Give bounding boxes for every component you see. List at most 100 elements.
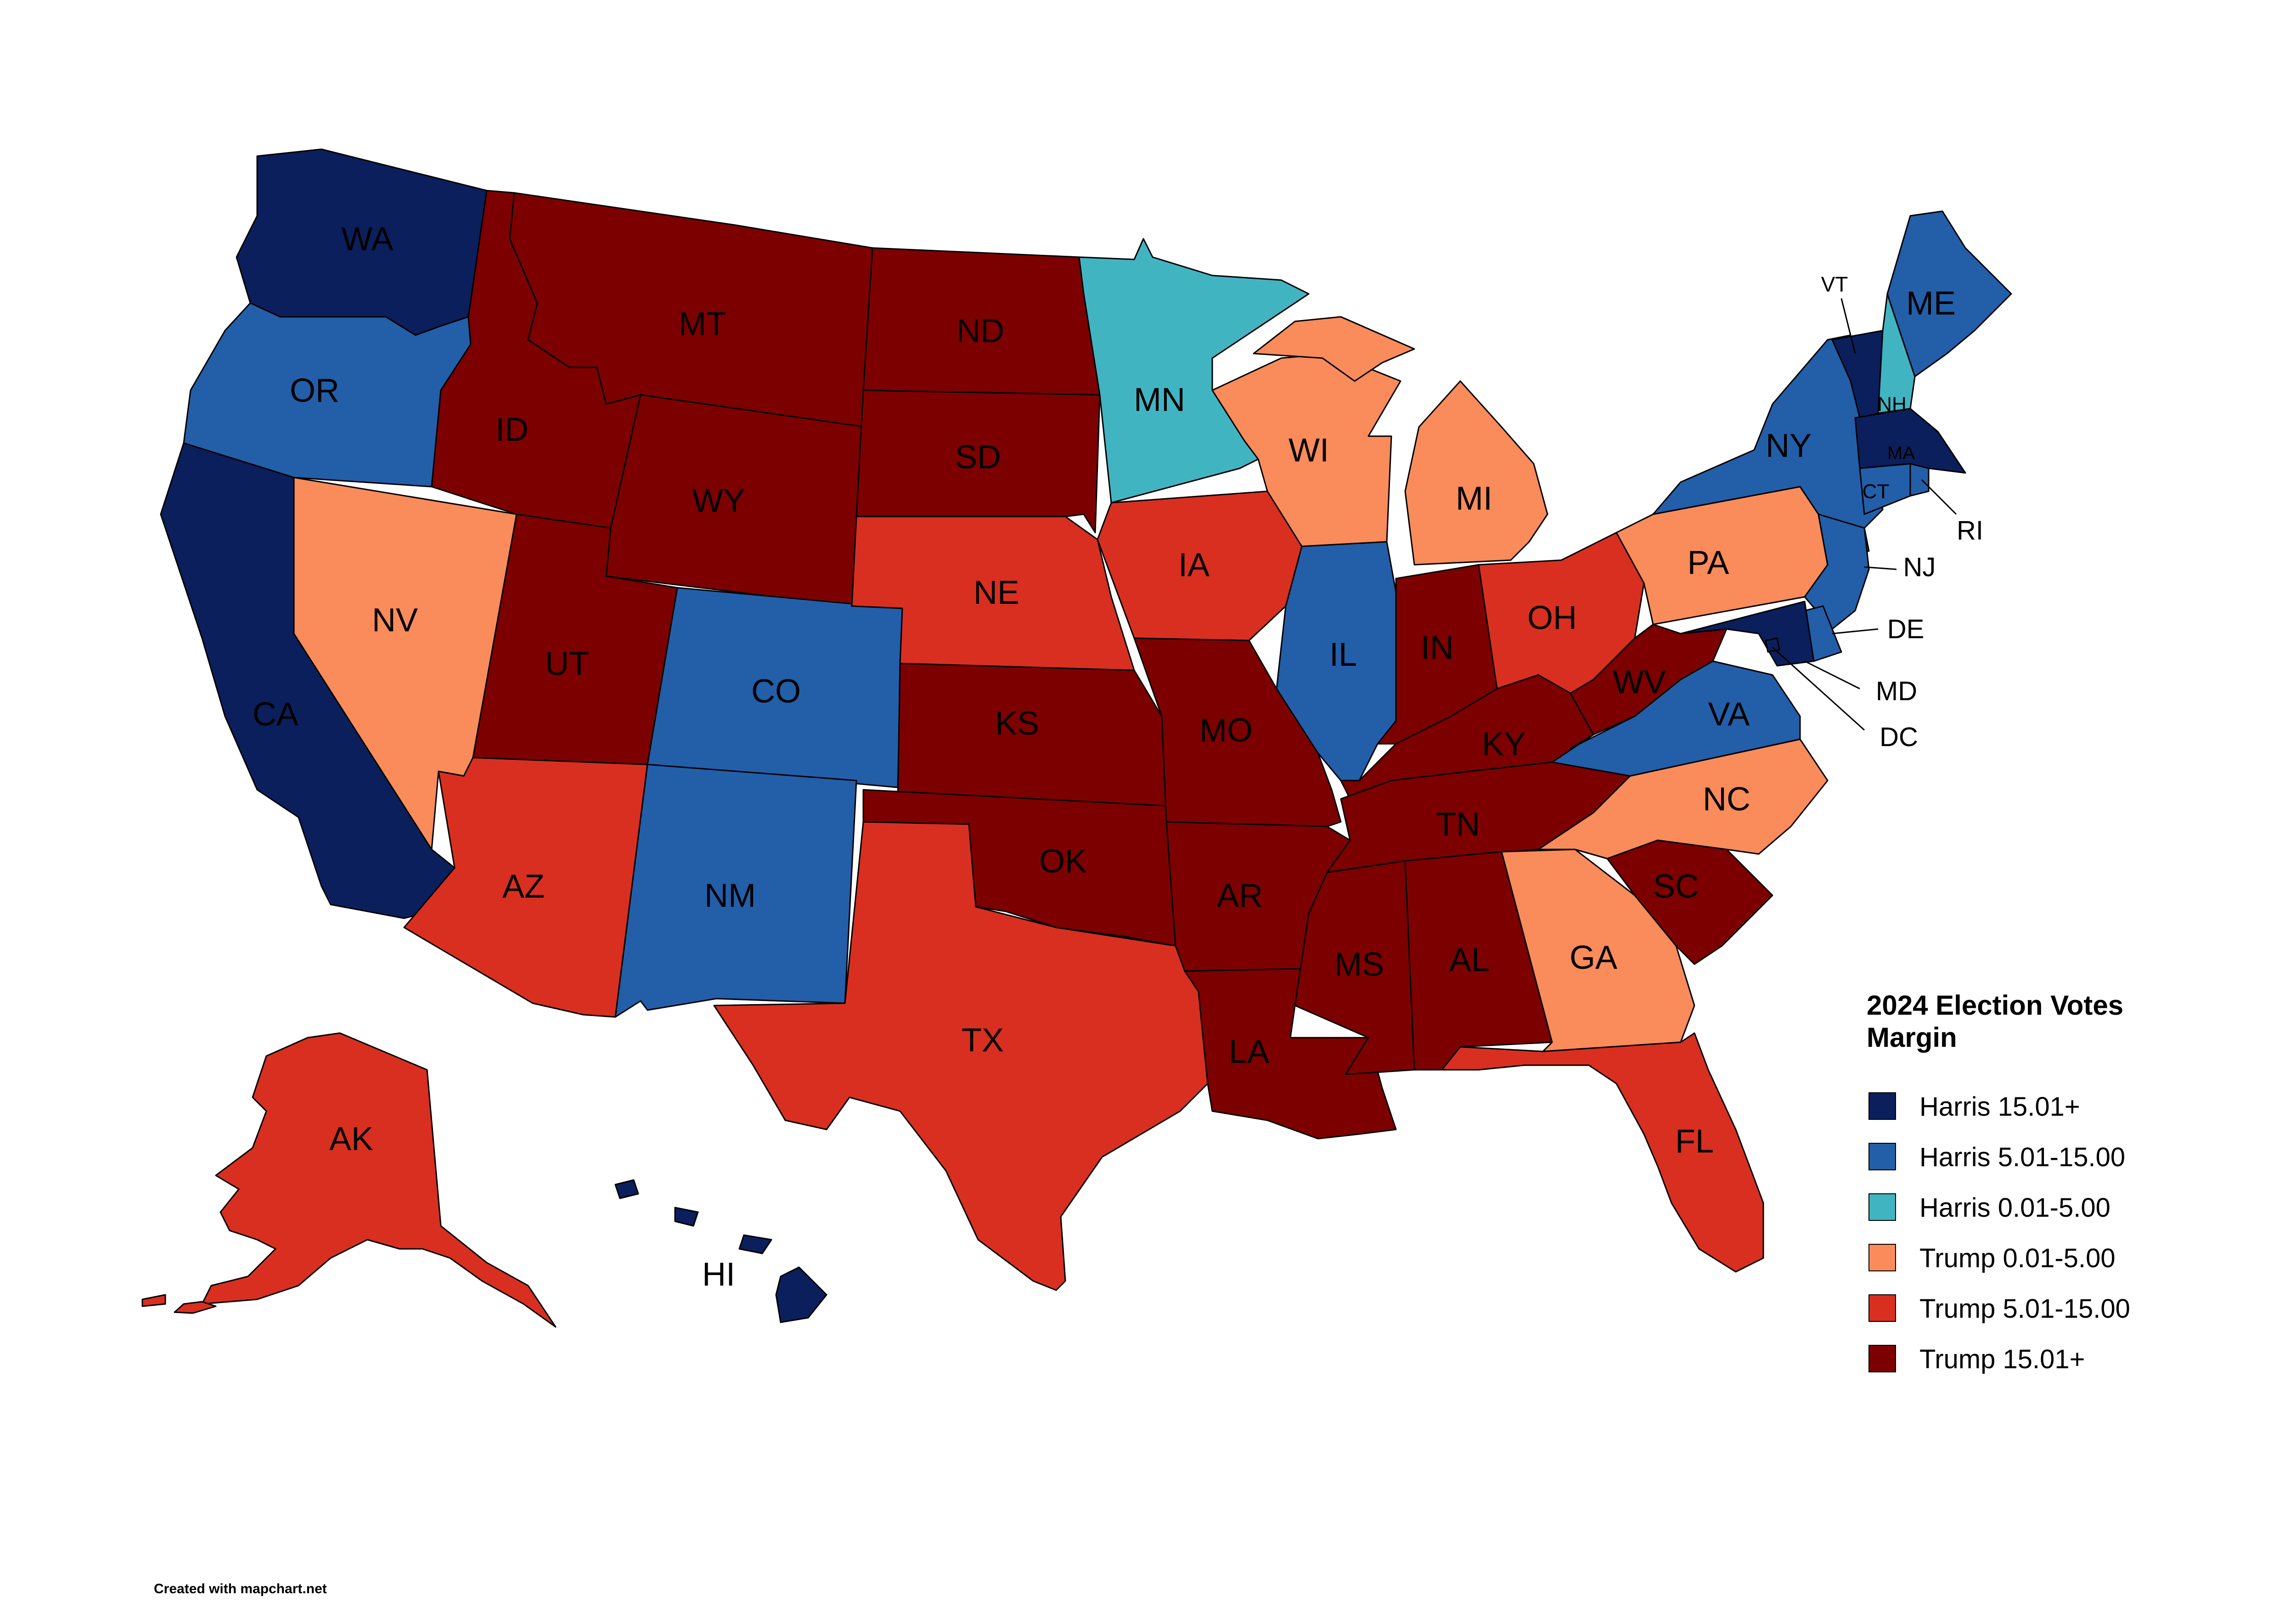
state-ME[interactable] — [1886, 210, 2012, 377]
state-MO[interactable] — [1133, 637, 1342, 827]
de-leader — [1832, 628, 1879, 635]
legend-label-trump-0-5: Trump 0.01-5.00 — [1919, 1243, 2116, 1273]
state-FL[interactable] — [1441, 1032, 1764, 1273]
legend-swatch-trump-15 — [1868, 1345, 1896, 1372]
label-WY: WY — [692, 483, 745, 519]
label-RI: RI — [1957, 516, 1983, 545]
label-UT: UT — [545, 646, 589, 682]
label-CA: CA — [253, 696, 298, 733]
label-LA: LA — [1229, 1034, 1269, 1070]
label-DE: DE — [1887, 614, 1925, 644]
label-AK: AK — [329, 1121, 373, 1157]
nj-leader — [1864, 566, 1897, 570]
label-NM: NM — [704, 877, 756, 914]
legend-label-harris-15: Harris 15.01+ — [1919, 1092, 2080, 1122]
legend-swatch-harris-5-15 — [1868, 1143, 1896, 1170]
label-MT: MT — [679, 306, 726, 343]
label-OR: OR — [290, 372, 339, 409]
label-ME: ME — [1906, 285, 1956, 322]
state-labels: WA OR CA NV ID MT WY UT AZ CO NM ND SD N… — [253, 221, 1983, 1293]
legend-swatch-trump-0-5 — [1868, 1244, 1896, 1271]
label-NY: NY — [1766, 427, 1812, 464]
state-LA[interactable] — [1184, 968, 1397, 1140]
state-AK-chain[interactable] — [174, 1301, 217, 1314]
state-WY[interactable] — [605, 394, 867, 607]
label-MO: MO — [1199, 712, 1253, 749]
label-PA: PA — [1688, 545, 1729, 581]
label-AL: AL — [1449, 942, 1490, 978]
legend-swatch-trump-5-15 — [1868, 1294, 1896, 1322]
label-KS: KS — [995, 705, 1039, 742]
label-KY: KY — [1482, 726, 1526, 763]
label-IA: IA — [1178, 547, 1210, 584]
label-MD: MD — [1876, 676, 1917, 706]
label-AZ: AZ — [502, 868, 545, 905]
label-VT: VT — [1821, 272, 1848, 296]
state-NM[interactable] — [614, 764, 857, 1018]
state-HI-kauai[interactable] — [614, 1179, 639, 1199]
legend-swatch-harris-15 — [1868, 1092, 1896, 1120]
label-WV: WV — [1613, 664, 1666, 701]
state-DC[interactable] — [1765, 637, 1780, 653]
dc-leader — [1772, 646, 1865, 731]
state-MI[interactable] — [1404, 380, 1548, 566]
label-IL: IL — [1329, 636, 1357, 673]
legend-label-harris-5-15: Harris 5.01-15.00 — [1919, 1142, 2125, 1172]
state-GA[interactable] — [1501, 848, 1695, 1052]
legend-title-line2: Margin — [1867, 1022, 1957, 1053]
state-NH[interactable] — [1877, 293, 1916, 414]
legend: 2024 Election Votes Margin Harris 15.01+… — [1867, 990, 2130, 1374]
label-WI: WI — [1289, 432, 1329, 469]
label-NH: NH — [1877, 393, 1907, 416]
legend-swatch-harris-0-5 — [1868, 1193, 1896, 1221]
label-SD: SD — [955, 439, 1001, 476]
ri-leader — [1921, 479, 1957, 515]
state-HI-oahu[interactable] — [674, 1207, 699, 1227]
label-VA: VA — [1708, 696, 1750, 733]
state-MT[interactable] — [509, 192, 873, 428]
label-CO: CO — [751, 673, 801, 710]
label-NV: NV — [372, 602, 418, 639]
label-AR: AR — [1217, 877, 1263, 914]
label-NC: NC — [1703, 781, 1750, 818]
label-MS: MS — [1334, 946, 1384, 983]
md-leader — [1804, 660, 1860, 690]
vt-leader — [1840, 298, 1856, 354]
label-GA: GA — [1570, 939, 1617, 976]
label-TX: TX — [962, 1022, 1004, 1059]
state-AK[interactable] — [201, 1032, 557, 1328]
state-HI-big[interactable] — [775, 1266, 827, 1323]
state-TX[interactable] — [713, 821, 1209, 1291]
state-HI-maui[interactable] — [738, 1234, 772, 1254]
state-NC[interactable] — [1537, 738, 1829, 860]
label-DC: DC — [1880, 722, 1918, 752]
state-MI-upper[interactable] — [1253, 316, 1415, 382]
legend-title-line1: 2024 Election Votes — [1867, 990, 2123, 1021]
label-MN: MN — [1134, 382, 1185, 418]
state-AK-island[interactable] — [141, 1294, 166, 1307]
label-NJ: NJ — [1903, 552, 1936, 582]
legend-label-harris-0-5: Harris 0.01-5.00 — [1919, 1193, 2110, 1223]
legend-label-trump-15: Trump 15.01+ — [1919, 1344, 2085, 1374]
state-MD[interactable] — [1680, 601, 1815, 667]
label-SC: SC — [1653, 868, 1699, 905]
label-TN: TN — [1436, 806, 1480, 843]
label-OK: OK — [1039, 843, 1087, 880]
label-IN: IN — [1421, 629, 1454, 666]
state-NJ[interactable] — [1804, 513, 1870, 630]
label-ND: ND — [957, 313, 1004, 349]
legend-label-trump-5-15: Trump 5.01-15.00 — [1919, 1294, 2130, 1324]
label-WA: WA — [341, 221, 393, 258]
label-MI: MI — [1456, 480, 1492, 517]
label-MA: MA — [1887, 443, 1915, 463]
state-MN[interactable] — [1078, 238, 1310, 504]
label-ID: ID — [495, 411, 529, 448]
credit-text: Created with mapchart.net — [154, 1581, 327, 1596]
state-RI[interactable] — [1909, 463, 1930, 497]
label-CT: CT — [1863, 480, 1890, 503]
label-OH: OH — [1527, 600, 1577, 636]
label-FL: FL — [1675, 1123, 1714, 1160]
label-HI: HI — [702, 1256, 735, 1293]
